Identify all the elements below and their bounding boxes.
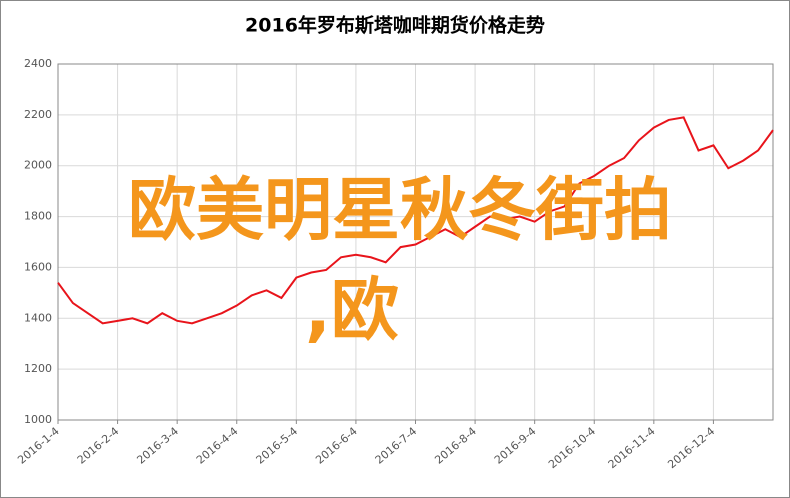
line-series [57,116,774,325]
y-tick-label: 1200 [24,362,52,375]
chart-title: 2016年罗布斯塔咖啡期货价格走势 [245,14,545,37]
y-tick-label: 2400 [24,57,52,70]
y-tick-label: 2000 [24,159,52,172]
plot-border [57,63,774,421]
y-tick-label: 1600 [24,260,52,273]
y-tick-label: 1800 [24,210,52,223]
y-tick-label: 1000 [24,413,52,426]
y-tick-label: 1400 [24,311,52,324]
y-tick-label: 2200 [24,108,52,121]
overlay-text: 欧美明星秋冬街拍 [128,172,672,251]
overlay-text: ,欧 [305,272,399,351]
